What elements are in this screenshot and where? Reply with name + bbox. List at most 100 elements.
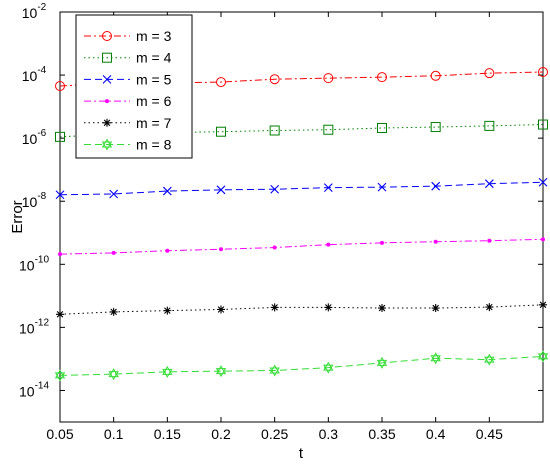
legend-marker (102, 31, 112, 41)
data-point (270, 303, 279, 312)
data-point (109, 307, 118, 316)
y-tick-exponent: -6 (37, 128, 46, 139)
data-point (55, 190, 65, 200)
y-tick-base: 10 (19, 257, 35, 273)
series-line (59, 355, 544, 376)
data-point (539, 300, 547, 309)
data-point (165, 248, 170, 253)
y-tick-base: 10 (19, 383, 35, 399)
data-point (538, 67, 548, 78)
legend: m = 3 m = 4 m = 5 m = 6 m = 7 m = 8 (75, 14, 193, 159)
y-tick-exponent: -4 (37, 65, 46, 76)
x-tick-label: 0.25 (261, 426, 288, 442)
y-tick-base: 10 (22, 5, 38, 21)
legend-marker (103, 118, 111, 127)
data-point (431, 181, 441, 191)
legend-label: m = 3 (136, 28, 172, 44)
data-point (378, 304, 386, 313)
legend-label: m = 4 (136, 50, 172, 66)
data-point (162, 186, 172, 196)
data-point (219, 247, 223, 252)
data-point (380, 240, 384, 245)
x-tick-label: 0.1 (104, 426, 124, 442)
data-point (484, 120, 495, 131)
data-point (323, 361, 334, 374)
data-point (431, 304, 440, 313)
y-tick-label: 10-4 (22, 65, 47, 84)
data-point (215, 365, 227, 378)
data-point (55, 81, 65, 92)
data-point (377, 72, 387, 83)
data-point (216, 126, 226, 137)
legend-entry: m = 7 (84, 115, 172, 131)
x-tick-label: 0.05 (46, 426, 73, 442)
data-point (55, 131, 65, 142)
series-m-7 (56, 300, 547, 319)
y-tick-label: 10-12 (19, 317, 49, 336)
data-point (324, 303, 333, 312)
legend-label: m = 6 (136, 93, 172, 109)
data-point (217, 305, 225, 314)
series-line (59, 181, 544, 196)
y-tick-label: 10-10 (19, 254, 49, 273)
y-tick-base: 10 (22, 131, 38, 147)
data-point (430, 70, 441, 81)
data-point (487, 238, 492, 243)
data-point (111, 250, 116, 255)
y-axis-title: Error (9, 200, 26, 233)
legend-label: m = 8 (136, 137, 172, 153)
x-tick-label: 0.15 (154, 426, 181, 442)
data-point (58, 252, 62, 257)
legend-marker (101, 138, 113, 151)
y-tick-label: 10-6 (22, 128, 47, 147)
x-tick-label: 0.3 (319, 426, 339, 442)
y-tick-base: 10 (19, 320, 35, 336)
legend-marker (102, 52, 112, 63)
data-point (216, 77, 226, 88)
legend-entry: m = 3 (84, 28, 172, 44)
data-point (484, 68, 495, 79)
series-line (59, 238, 544, 255)
y-tick-exponent: -12 (35, 317, 50, 328)
data-point (56, 310, 64, 319)
legend-entry: m = 5 (84, 71, 172, 87)
data-point (541, 237, 545, 242)
data-point (484, 179, 494, 189)
data-point (323, 73, 334, 84)
legend-entry: m = 6 (84, 93, 172, 109)
data-point (326, 242, 331, 247)
legend-entry: m = 4 (84, 50, 172, 66)
data-point (162, 365, 173, 378)
legend-marker (102, 75, 112, 84)
y-tick-label: 10-14 (19, 380, 49, 399)
legend-entry: m = 8 (84, 137, 172, 153)
x-axis-title: t (299, 445, 304, 462)
data-point (269, 364, 280, 377)
data-point (323, 124, 334, 135)
axis-ticks: 0.05 0.1 0.15 0.2 0.25 0.3 0.35 0.4 0.4510-1410-… (19, 2, 543, 442)
data-point (430, 122, 441, 133)
y-tick-label: 10-2 (22, 2, 47, 21)
y-tick-exponent: -2 (37, 2, 46, 13)
x-tick-label: 0.35 (368, 426, 395, 442)
series-m-8 (54, 350, 549, 382)
data-point (54, 369, 66, 382)
data-point (109, 189, 119, 199)
data-point (323, 183, 333, 193)
data-point (163, 306, 172, 315)
data-point (538, 177, 548, 187)
data-point (270, 184, 280, 194)
data-point (108, 368, 119, 381)
y-tick-base: 10 (22, 194, 38, 210)
legend-marker (105, 99, 109, 104)
x-tick-label: 0.4 (426, 426, 446, 442)
data-point (433, 239, 438, 244)
data-point (269, 125, 280, 136)
series-m-6 (58, 237, 545, 257)
data-point (269, 74, 280, 85)
data-point (376, 356, 388, 369)
data-point (484, 353, 495, 366)
data-point (430, 352, 441, 365)
legend-box (75, 14, 193, 159)
